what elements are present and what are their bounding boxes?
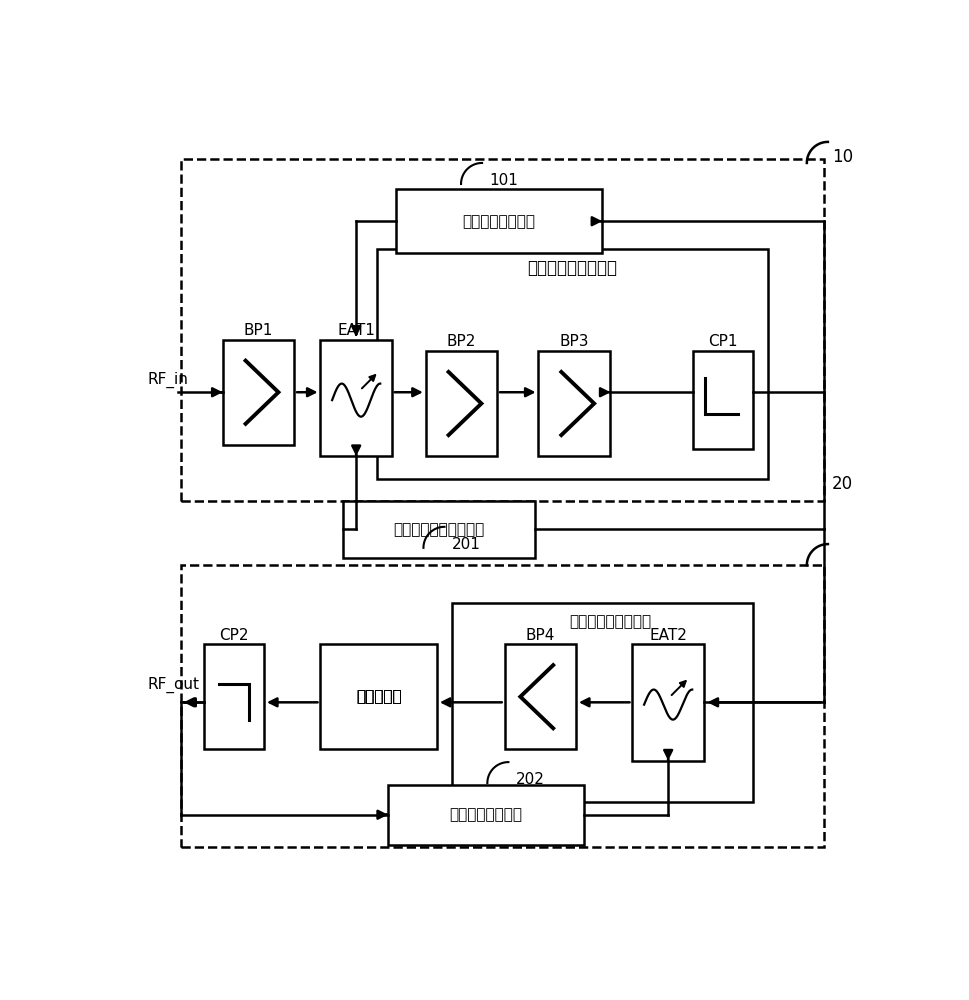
Bar: [223, 340, 294, 445]
Bar: [395, 189, 602, 253]
Bar: [425, 351, 496, 456]
Text: RF_in: RF_in: [147, 372, 188, 388]
Text: 功率合成器: 功率合成器: [356, 689, 401, 704]
Bar: [181, 565, 824, 847]
Text: BP1: BP1: [243, 323, 273, 338]
Text: BP4: BP4: [525, 628, 554, 643]
Text: 手机芯片同步监控装置: 手机芯片同步监控装置: [392, 522, 484, 537]
Text: EAT1: EAT1: [337, 323, 375, 338]
Text: 202: 202: [516, 772, 545, 787]
Bar: [320, 340, 391, 456]
Text: 20: 20: [830, 475, 852, 493]
Text: EAT2: EAT2: [648, 628, 686, 643]
Bar: [388, 785, 583, 845]
Bar: [504, 644, 576, 749]
Text: 功率合成器: 功率合成器: [356, 689, 401, 704]
Text: 第二平衡放大器组件: 第二平衡放大器组件: [568, 614, 650, 629]
Text: 功率合成器: 功率合成器: [356, 689, 401, 704]
Bar: [203, 644, 264, 749]
Text: 第一直流处理电路: 第一直流处理电路: [462, 214, 535, 229]
Text: BP2: BP2: [447, 334, 476, 349]
Text: 101: 101: [489, 173, 518, 188]
Bar: [538, 351, 610, 456]
Bar: [692, 351, 752, 449]
Text: 第一平衡放大器组件: 第一平衡放大器组件: [527, 259, 616, 277]
Text: 10: 10: [830, 148, 852, 166]
Bar: [320, 644, 436, 749]
Text: RF_out: RF_out: [147, 677, 200, 693]
Text: CP1: CP1: [707, 334, 736, 349]
Bar: [632, 644, 703, 761]
Text: CP2: CP2: [219, 628, 248, 643]
Bar: [181, 159, 824, 501]
Bar: [452, 603, 752, 802]
Bar: [376, 249, 766, 479]
Bar: [343, 501, 534, 558]
Text: BP3: BP3: [559, 334, 588, 349]
Text: 201: 201: [452, 537, 481, 552]
Text: 第二直流处理电路: 第二直流处理电路: [449, 807, 522, 822]
